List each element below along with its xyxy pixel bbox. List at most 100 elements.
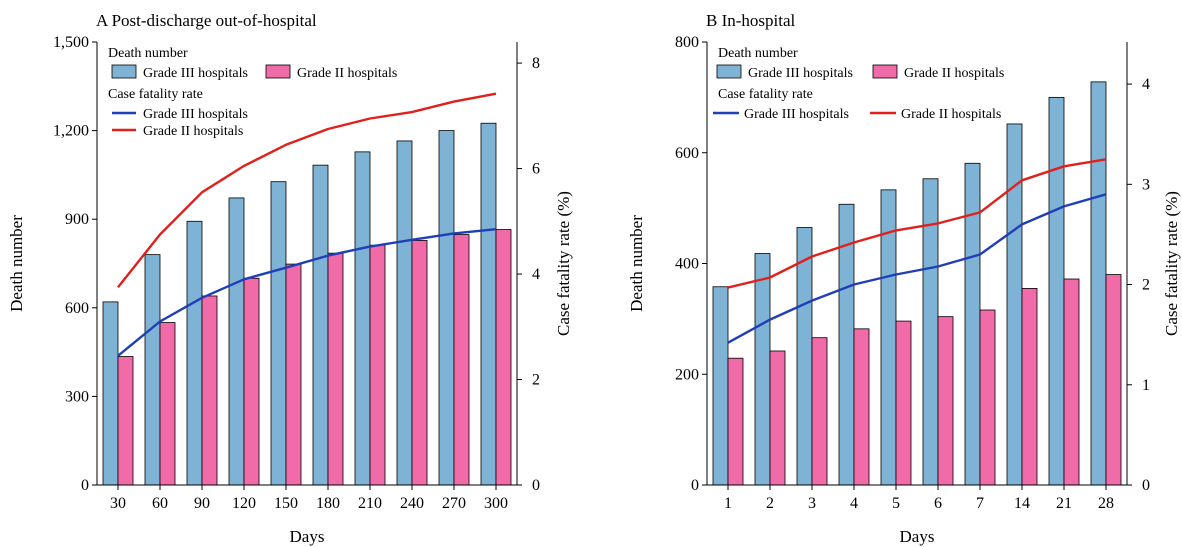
bar-grade3-14: [1006, 123, 1023, 486]
legend-grade3-line-label: Grade III hospitals: [744, 107, 849, 122]
bar-grade2-4: [853, 328, 870, 486]
panel-b-legend: Death number Grade III hospitals Grade I…: [713, 46, 1004, 122]
bar-grade2-120: [243, 277, 260, 486]
bar-grade3-28: [1090, 81, 1107, 486]
bar-grade3-150: [270, 181, 287, 486]
bar-grade3-90: [186, 220, 203, 486]
legend-grade2-line-label: Grade II hospitals: [143, 124, 243, 139]
x-axis-label: Days: [290, 527, 325, 546]
bar-grade2-30: [117, 356, 134, 486]
x-tick-label: 6: [934, 495, 942, 512]
x-tick-label: 2: [766, 495, 774, 512]
x-tick-label: 28: [1098, 495, 1114, 512]
y-tick-label: 1,200: [53, 123, 89, 140]
x-tick-label: 21: [1056, 495, 1072, 512]
bar-grade3-240: [396, 140, 413, 486]
bar-grade3-120: [228, 197, 245, 486]
panel-a-legend: Death number Grade III hospitals Grade I…: [108, 46, 397, 139]
y2-axis-label: Case fatality rate (%): [554, 191, 573, 336]
y-tick-label: 1,500: [53, 34, 89, 51]
bar-grade2-2: [769, 350, 786, 486]
y2-tick-label: 1: [1142, 377, 1150, 394]
bar-grade2-240: [411, 240, 428, 486]
x-tick-label: 60: [152, 495, 168, 512]
legend-grade3-line-label: Grade III hospitals: [143, 107, 248, 122]
bar-grade2-270: [453, 234, 470, 486]
bar-grade2-3: [811, 337, 828, 486]
bar-grade2-21: [1063, 278, 1080, 486]
y-tick-label: 200: [675, 366, 699, 383]
legend-grade3-bar-label: Grade III hospitals: [143, 66, 248, 81]
y2-tick-label: 6: [532, 161, 540, 178]
bar-grade2-60: [159, 322, 176, 486]
panel-a: A Post-discharge out-of-hospital 0300600…: [7, 11, 573, 546]
line-grade3-cfr: [727, 193, 1107, 344]
legend-grade2-bar-swatch: [265, 64, 291, 79]
bar-grade2-28: [1105, 274, 1122, 486]
y2-tick-label: 8: [532, 55, 540, 72]
bar-grade2-6: [937, 316, 954, 486]
y-tick-label: 600: [65, 300, 89, 317]
bar-grade3-1: [712, 286, 729, 486]
bar-grade3-21: [1048, 96, 1065, 486]
legend-grade2-bar-label: Grade II hospitals: [297, 66, 397, 81]
y2-tick-label: 0: [1142, 477, 1150, 494]
bar-grade3-180: [312, 164, 329, 486]
bar-grade3-270: [438, 130, 455, 486]
bar-grade3-7: [964, 162, 981, 486]
bar-grade2-180: [327, 252, 344, 486]
x-tick-label: 4: [850, 495, 858, 512]
x-tick-label: 30: [110, 495, 126, 512]
legend-grade3-bar-label: Grade III hospitals: [748, 66, 853, 81]
y2-tick-label: 2: [1142, 277, 1150, 294]
bar-grade3-2: [754, 253, 771, 486]
bar-grade2-90: [201, 295, 218, 486]
bar-grade2-150: [285, 263, 302, 486]
bar-grade3-3: [796, 227, 813, 486]
y2-tick-label: 4: [532, 266, 540, 283]
bar-grade2-1: [727, 357, 744, 486]
bar-grade3-30: [102, 301, 119, 486]
y-axis-label: Death number: [7, 215, 26, 312]
panel-b-plot: 0 200 400 600 800 0 1 2 3 4 1 2 3 4 5 6 7 14 21 28 Days Death…: [627, 34, 1181, 546]
legend-grade3-bar-swatch: [716, 64, 742, 79]
x-tick-label: 240: [400, 495, 424, 512]
y-tick-label: 800: [675, 34, 699, 51]
legend-cfr-header: Case fatality rate: [108, 87, 203, 102]
y-tick-label: 0: [691, 477, 699, 494]
bar-grade2-210: [369, 244, 386, 486]
legend-cfr-header: Case fatality rate: [718, 87, 813, 102]
legend-grade2-bar-swatch: [872, 64, 898, 79]
y2-tick-label: 4: [1142, 76, 1150, 93]
bar-grade2-7: [979, 309, 996, 486]
y-axis-label: Death number: [627, 215, 646, 312]
panel-b: B In-hospital 0 200 400 600 800 0 1 2 3 4 1 2 3 4 5 6 7 1…: [627, 11, 1181, 546]
y2-tick-label: 0: [532, 477, 540, 494]
bar-grade3-300: [480, 122, 497, 486]
y2-tick-label: 2: [532, 372, 540, 389]
line-grade2-cfr: [727, 158, 1107, 289]
legend-grade3-bar-swatch: [111, 64, 137, 79]
x-tick-label: 210: [358, 495, 382, 512]
legend-grade2-line-label: Grade II hospitals: [901, 107, 1001, 122]
line-grade2-cfr: [117, 92, 497, 288]
line-grade3-cfr: [117, 228, 497, 357]
x-tick-label: 14: [1014, 495, 1030, 512]
legend-grade2-bar-label: Grade II hospitals: [904, 66, 1004, 81]
panel-b-title: B In-hospital: [706, 11, 796, 30]
y-tick-label: 400: [675, 256, 699, 273]
x-tick-label: 3: [808, 495, 816, 512]
x-tick-label: 5: [892, 495, 900, 512]
bar-grade3-60: [144, 254, 161, 486]
bar-grade2-300: [495, 229, 512, 486]
panel-a-title: A Post-discharge out-of-hospital: [96, 11, 317, 30]
x-tick-label: 150: [274, 495, 298, 512]
y2-tick-label: 3: [1142, 176, 1150, 193]
x-tick-label: 1: [724, 495, 732, 512]
x-tick-label: 120: [232, 495, 256, 512]
bar-grade2-5: [895, 320, 912, 486]
x-tick-label: 7: [976, 495, 984, 512]
legend-death-header: Death number: [718, 46, 798, 61]
y2-axis-label: Case fatality rate (%): [1162, 191, 1181, 336]
